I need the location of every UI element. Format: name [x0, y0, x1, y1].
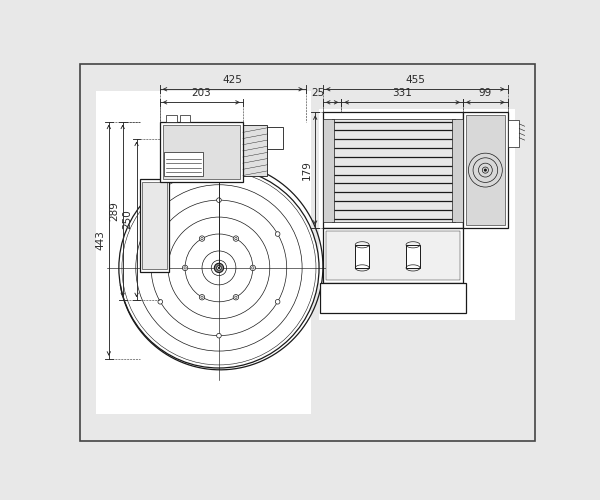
Circle shape	[275, 232, 280, 236]
Text: 99: 99	[479, 88, 492, 99]
Circle shape	[158, 300, 163, 304]
Circle shape	[251, 266, 254, 269]
Bar	[179, 116, 190, 121]
Circle shape	[158, 232, 163, 236]
Bar	[508, 120, 519, 147]
Bar	[164, 152, 203, 176]
Bar	[96, 91, 311, 414]
Text: 443: 443	[95, 230, 105, 250]
Bar	[163, 124, 240, 178]
Bar	[323, 112, 463, 228]
Circle shape	[184, 266, 186, 269]
Circle shape	[217, 334, 221, 338]
Circle shape	[275, 300, 280, 304]
Bar	[323, 118, 334, 222]
Bar	[142, 182, 167, 270]
Text: 455: 455	[406, 76, 425, 86]
Bar	[406, 245, 420, 268]
Bar	[355, 245, 369, 268]
Bar	[166, 116, 176, 121]
Circle shape	[217, 266, 221, 270]
Text: 289: 289	[109, 201, 119, 221]
Circle shape	[218, 266, 220, 269]
Bar	[268, 127, 283, 148]
Circle shape	[119, 168, 319, 368]
Circle shape	[235, 238, 237, 240]
Circle shape	[182, 265, 188, 270]
Bar	[332, 118, 455, 222]
Text: 331: 331	[392, 88, 412, 99]
Text: 179: 179	[301, 160, 311, 180]
Bar	[452, 118, 463, 222]
Bar	[463, 112, 508, 228]
Bar	[140, 180, 169, 272]
Text: 425: 425	[223, 76, 243, 86]
Bar	[326, 231, 460, 280]
Circle shape	[484, 168, 487, 172]
Circle shape	[214, 264, 224, 272]
Text: 25: 25	[311, 88, 325, 99]
Text: 250: 250	[123, 210, 133, 230]
Circle shape	[199, 236, 205, 242]
Bar	[319, 108, 515, 320]
Text: 203: 203	[191, 88, 211, 99]
Circle shape	[217, 198, 221, 202]
Circle shape	[233, 294, 239, 300]
Bar	[320, 284, 466, 312]
Circle shape	[199, 294, 205, 300]
Circle shape	[235, 296, 237, 298]
Bar	[466, 116, 505, 225]
Circle shape	[233, 236, 239, 242]
Bar	[323, 228, 463, 283]
Bar	[160, 122, 243, 182]
Circle shape	[201, 238, 203, 240]
Bar	[243, 126, 268, 176]
Circle shape	[250, 265, 256, 270]
Circle shape	[201, 296, 203, 298]
